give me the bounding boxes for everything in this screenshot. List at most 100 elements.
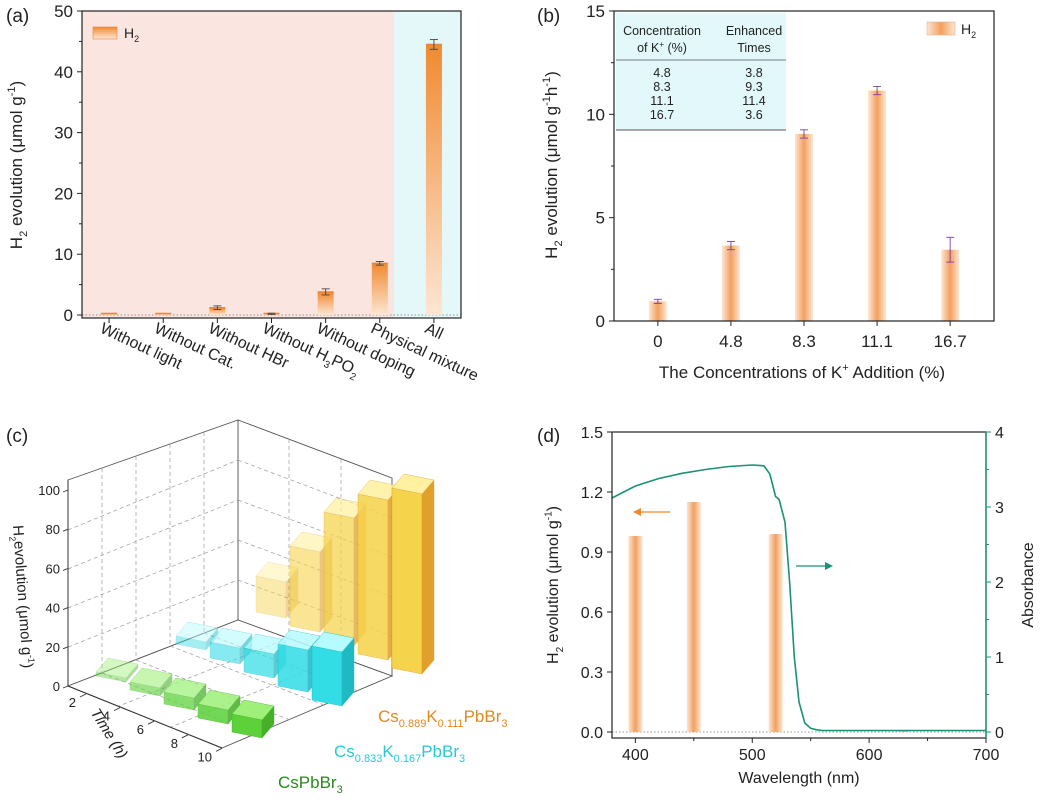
grid-left-wall [67,432,239,673]
z-tick-label: 20 [46,640,60,655]
bar-2 [768,534,783,732]
time-tick-label: 8 [171,736,178,751]
bar3d-2-0 [255,561,299,619]
panel-d: (d) 0.0 0.3 0.6 0.9 1.2 1.5 0 1 2 3 4 400 500 600 70… [537,425,1037,787]
panel-b-inset-table: Concentration Enhanced of K+ (%) Times 4… [616,13,786,131]
bar-5 [371,263,388,315]
panel-c-z-axis: 0 20 40 60 80 100 [38,480,69,694]
y2-tick-label: 3 [995,500,1004,517]
text-span: + [842,362,848,374]
panel-b-x-axis: 0 4.8 8.3 11.1 16.7 [653,321,967,351]
bar-1 [721,245,740,321]
bar3d-top [175,621,219,643]
text-span: Addition (%) [849,363,945,382]
text-span: 3 [501,718,507,730]
text-span: PbBr [421,742,459,761]
panel-c-bars [95,473,435,739]
inset-header-concentration: Concentration [623,24,701,38]
x-tick-label: 600 [856,747,883,764]
panel-b: (b) Concentration Enhanced of K+ (%) Tim… [537,2,995,382]
bar3d-front [175,635,207,651]
series-label-2: Cs0.889K0.111PbBr3 [378,707,507,730]
grid-line [67,539,239,609]
time-tick-label: 10 [198,749,212,764]
text-span: 0.889 [399,718,427,730]
bar3d-top [209,627,253,649]
z-tick [62,489,69,493]
bar-4 [317,291,334,315]
y2-tick-label: 4 [995,425,1004,442]
panel-d-tag: (d) [537,426,560,447]
text-span: h [542,87,561,96]
text-span: 3 [322,359,332,372]
y2-tick-label: 2 [995,575,1004,592]
time-tick [215,747,223,752]
panel-d-bars [628,502,912,732]
z-tick-label: 60 [46,561,60,576]
panel-c-z-label: H2evolution (μmol g-1) [7,524,37,668]
bar3d-front [323,511,355,647]
x-tick-label: 16.7 [934,332,967,351]
bar3d-top [163,677,207,699]
z-tick [62,607,69,611]
time-tick [181,734,189,739]
y-tick-label: 0.3 [581,665,603,682]
panel-a-legend-swatch [92,26,118,40]
text-span: K [382,742,394,761]
text-span: 0.111 [438,718,464,730]
panel-b-bars [648,85,960,321]
text-span: 2 [555,646,566,652]
x-tick-label: 8.3 [792,332,816,351]
text-span: ) [19,663,36,669]
arrow-to-right-axis [796,562,833,570]
time-tick [147,720,155,725]
y-tick-label: 40 [54,63,73,82]
y2-tick-label: 0 [995,725,1004,742]
table-cell-concentration: 16.7 [650,108,674,122]
bar-0 [648,301,667,321]
time-tick [79,693,87,698]
bar3d-front [255,575,287,619]
bar3d-1-0 [175,621,219,651]
panel-a-legend-label: H2 [124,25,139,44]
table-cell-enhanced: 9.3 [745,80,762,94]
table-cell-enhanced: 3.6 [745,108,762,122]
inset-table-rows: 4.8 3.8 8.3 9.3 11.1 11.4 16.7 3.6 [650,66,766,122]
panel-b-legend-label: H2 [961,21,976,40]
bar3d-front [391,487,423,675]
table-cell-concentration: 4.8 [653,66,670,80]
bar-4 [941,249,960,321]
bar3d-0-1 [129,667,173,697]
bar3d-0-4 [231,699,275,739]
text-span: 2 [7,536,17,542]
panel-b-y-axis: 0 5 10 15 [586,2,614,331]
y2-tick-label: 1 [995,650,1004,667]
panel-d-y2-label: Absorbance [1020,542,1037,627]
bar-2 [209,307,226,315]
panel-a-tag: (a) [6,6,29,27]
y-tick-label: 0 [596,312,605,331]
bar-0 [101,313,118,315]
bar-2 [795,133,813,321]
x-tick-label: 400 [622,747,649,764]
inset-header-of-k: of K+ (%) [637,40,687,55]
bar3d-0-2 [163,677,207,711]
panel-c: (c) [6,419,507,796]
series-label-1: Cs0.833K0.167PbBr3 [334,742,465,765]
panel-d-y-axis: 0.0 0.3 0.6 0.9 1.2 1.5 [581,425,612,742]
panel-d-y2-axis: 0 1 2 3 4 [985,425,1004,742]
y-tick-label: 30 [54,124,73,143]
bar3d-0-0 [95,657,139,683]
z-tick [62,685,69,689]
text-span: evolution (μmol g [542,106,561,241]
series-label-0: CsPbBr3 [278,773,343,796]
y-tick-label: 20 [54,184,73,203]
z-tick-label: 0 [53,679,60,694]
text-span: 0.833 [355,753,383,765]
panel-c-time-axis: 2 4 6 8 10 [67,685,223,764]
panel-b-x-label: The Concentrations of K+ Addition (%) [659,362,945,382]
table-cell-enhanced: 11.4 [742,94,765,108]
bar3d-side [125,663,139,683]
z-tick [62,528,69,532]
